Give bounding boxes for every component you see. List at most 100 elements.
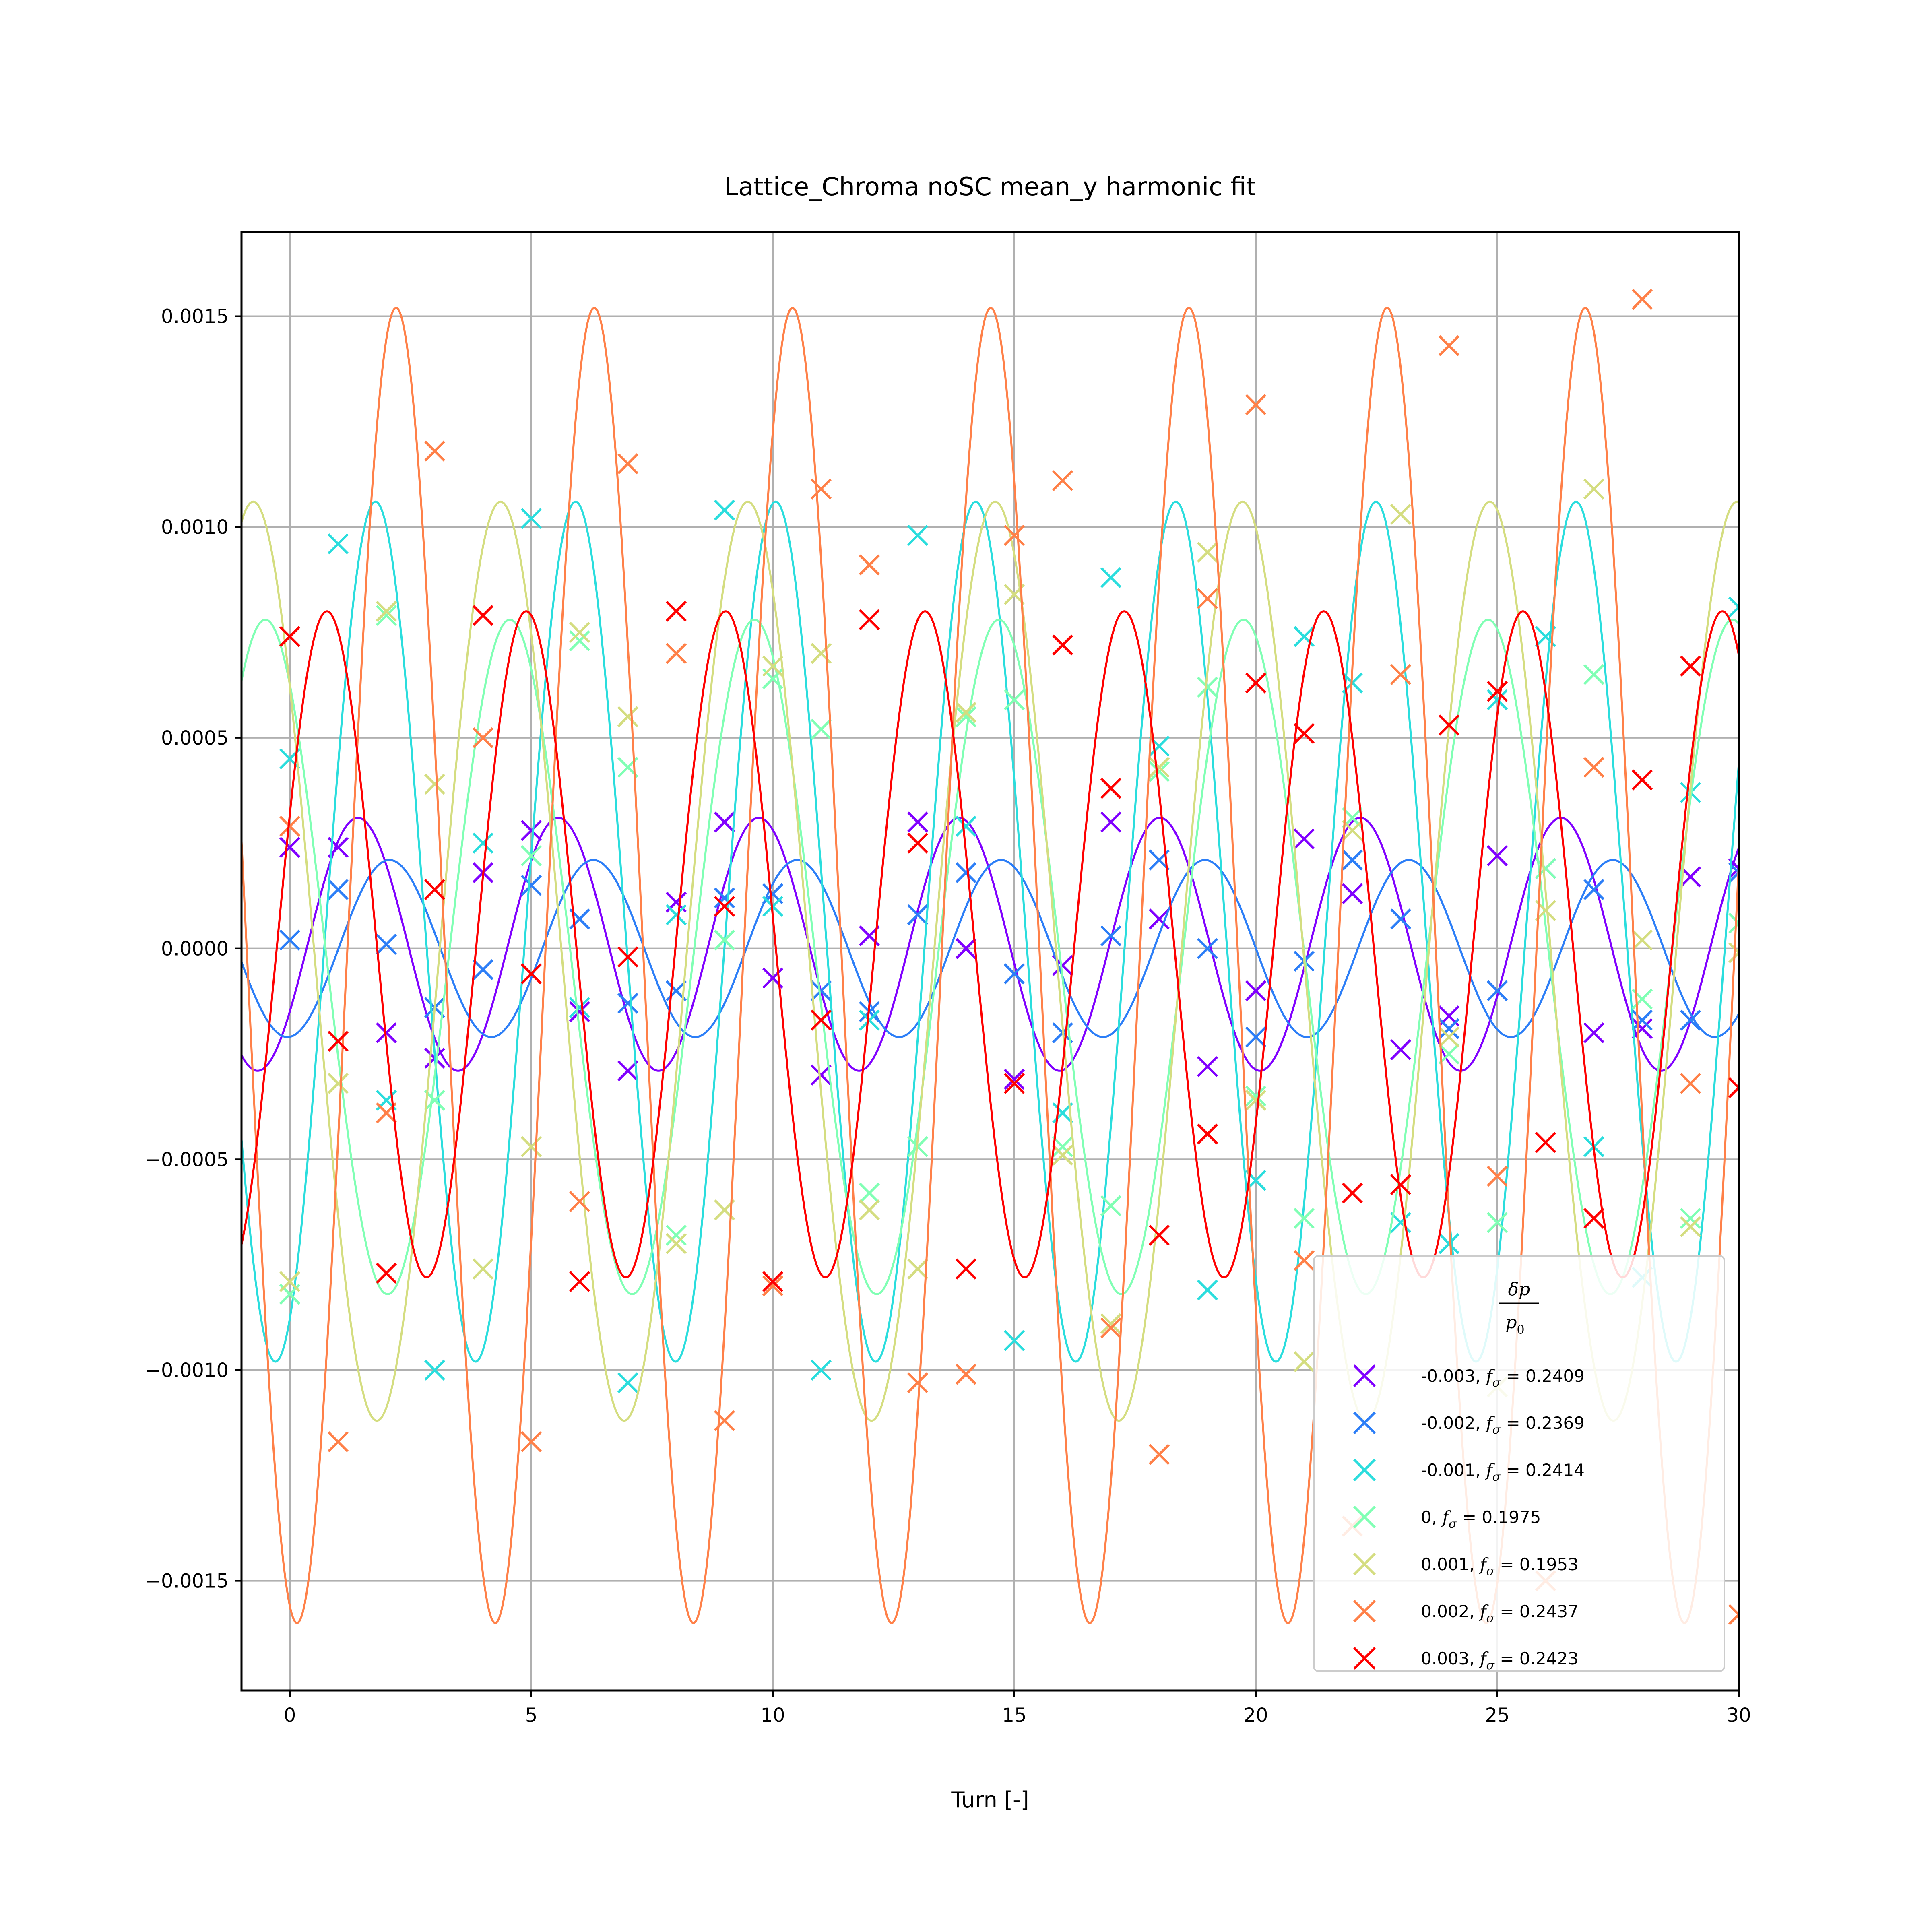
data-point bbox=[1631, 289, 1653, 310]
fit-line--0.002 bbox=[242, 859, 1739, 1038]
data-point bbox=[859, 1199, 880, 1221]
legend: δp p0 -0.003, fσ = 0.2409 -0.002, fσ = 0.… bbox=[1313, 1255, 1725, 1672]
legend-label-value: = 0.2414 bbox=[1501, 1460, 1585, 1480]
x-tick-label: 10 bbox=[760, 1704, 785, 1727]
data-point bbox=[1003, 1069, 1025, 1090]
data-point bbox=[569, 1191, 590, 1212]
data-point bbox=[1438, 714, 1460, 736]
data-point bbox=[617, 1060, 639, 1082]
data-point bbox=[327, 879, 349, 900]
legend-label-sigma: σ bbox=[1486, 1611, 1495, 1625]
data-point bbox=[1390, 664, 1412, 685]
data-point bbox=[1197, 541, 1218, 563]
data-point bbox=[1148, 1444, 1170, 1465]
data-point bbox=[1631, 1018, 1653, 1039]
data-point bbox=[520, 1431, 542, 1453]
data-point bbox=[714, 896, 735, 917]
legend-label-value: = 0.2423 bbox=[1494, 1649, 1579, 1668]
data-point bbox=[1680, 1009, 1701, 1031]
legend-marker bbox=[1353, 1552, 1376, 1576]
x-axis-label: Turn [-] bbox=[951, 1787, 1029, 1812]
data-point bbox=[1003, 525, 1025, 546]
data-point bbox=[1197, 588, 1218, 609]
data-point bbox=[1486, 980, 1508, 1001]
data-point bbox=[1583, 1208, 1605, 1229]
legend-entry--0.002: -0.002, fσ = 0.2369 bbox=[1353, 1411, 1585, 1437]
data-point bbox=[1052, 1136, 1073, 1157]
x-tick-label: 30 bbox=[1726, 1704, 1751, 1727]
data-point bbox=[520, 820, 542, 841]
data-point bbox=[424, 440, 446, 462]
data-point bbox=[1052, 634, 1073, 656]
legend-label-prefix: 0, bbox=[1421, 1507, 1442, 1527]
legend-label-prefix: 0.003, bbox=[1421, 1649, 1480, 1668]
data-point bbox=[376, 933, 397, 955]
data-point bbox=[617, 993, 639, 1014]
data-point bbox=[1293, 1351, 1315, 1373]
data-point bbox=[1390, 1174, 1412, 1195]
data-point bbox=[762, 1275, 784, 1296]
data-point bbox=[1148, 908, 1170, 930]
data-point bbox=[1003, 689, 1025, 710]
data-point bbox=[569, 997, 590, 1018]
data-point bbox=[1003, 1073, 1025, 1094]
axis-ticks: 0 5 10 15 20 25 30 −0.0015 −0.0010 −0.0005 0.0000 0… bbox=[145, 305, 1751, 1727]
data-point bbox=[665, 1233, 687, 1254]
legend-marker bbox=[1353, 1411, 1376, 1435]
data-point bbox=[1486, 1166, 1508, 1187]
legend-label: -0.002, fσ = 0.2369 bbox=[1421, 1413, 1585, 1437]
data-point bbox=[955, 706, 977, 727]
data-point bbox=[955, 862, 977, 883]
legend-entry-0: 0, fσ = 0.1975 bbox=[1353, 1505, 1541, 1531]
data-point bbox=[327, 1431, 349, 1453]
data-point bbox=[1390, 504, 1412, 525]
data-point bbox=[1438, 1018, 1460, 1039]
fit-line-0.003 bbox=[242, 610, 1739, 1279]
data-point bbox=[472, 959, 494, 980]
fit-line-0.001 bbox=[242, 500, 1739, 1422]
series-layer bbox=[242, 289, 1739, 1625]
fit-line--0.003 bbox=[242, 817, 1739, 1072]
data-point bbox=[665, 643, 687, 664]
legend-entry-0.002: 0.002, fσ = 0.2437 bbox=[1353, 1600, 1579, 1625]
x-tick-label: 20 bbox=[1243, 1704, 1268, 1727]
data-point bbox=[1245, 1026, 1267, 1048]
data-point bbox=[859, 609, 880, 630]
legend-label-prefix: -0.002, bbox=[1421, 1413, 1486, 1433]
legend-label: 0, fσ = 0.1975 bbox=[1421, 1507, 1541, 1531]
data-point bbox=[617, 706, 639, 727]
data-point bbox=[955, 815, 977, 837]
data-point bbox=[955, 938, 977, 959]
data-point bbox=[1293, 1250, 1315, 1271]
data-point bbox=[424, 879, 446, 900]
legend-label-sigma: σ bbox=[1492, 1470, 1501, 1484]
data-point bbox=[1438, 1026, 1460, 1048]
legend-marker bbox=[1353, 1647, 1376, 1670]
data-point bbox=[1100, 567, 1122, 588]
data-point bbox=[1342, 849, 1363, 871]
data-point bbox=[1100, 811, 1122, 833]
legend-title-denominator-letter: p bbox=[1505, 1312, 1517, 1333]
legend-label-value: = 0.1953 bbox=[1494, 1554, 1579, 1574]
data-point bbox=[1535, 1132, 1556, 1153]
legend-label-value: = 0.2437 bbox=[1494, 1602, 1579, 1621]
data-point bbox=[1197, 938, 1218, 959]
legend-title-denominator: p0 bbox=[1505, 1312, 1524, 1337]
data-point bbox=[1003, 963, 1025, 985]
data-point bbox=[1100, 1313, 1122, 1334]
data-point bbox=[569, 630, 590, 652]
data-point bbox=[1728, 1077, 1739, 1098]
data-point bbox=[569, 621, 590, 643]
data-point bbox=[520, 963, 542, 985]
data-point bbox=[279, 1271, 301, 1292]
data-point bbox=[810, 478, 832, 500]
data-point bbox=[1728, 942, 1739, 964]
data-point bbox=[1197, 1279, 1218, 1301]
data-point bbox=[472, 1258, 494, 1280]
data-point bbox=[1728, 912, 1739, 934]
data-point bbox=[955, 702, 977, 723]
legend-label-sigma: σ bbox=[1486, 1658, 1495, 1672]
data-point bbox=[1390, 1212, 1412, 1233]
data-point bbox=[1438, 1043, 1460, 1065]
